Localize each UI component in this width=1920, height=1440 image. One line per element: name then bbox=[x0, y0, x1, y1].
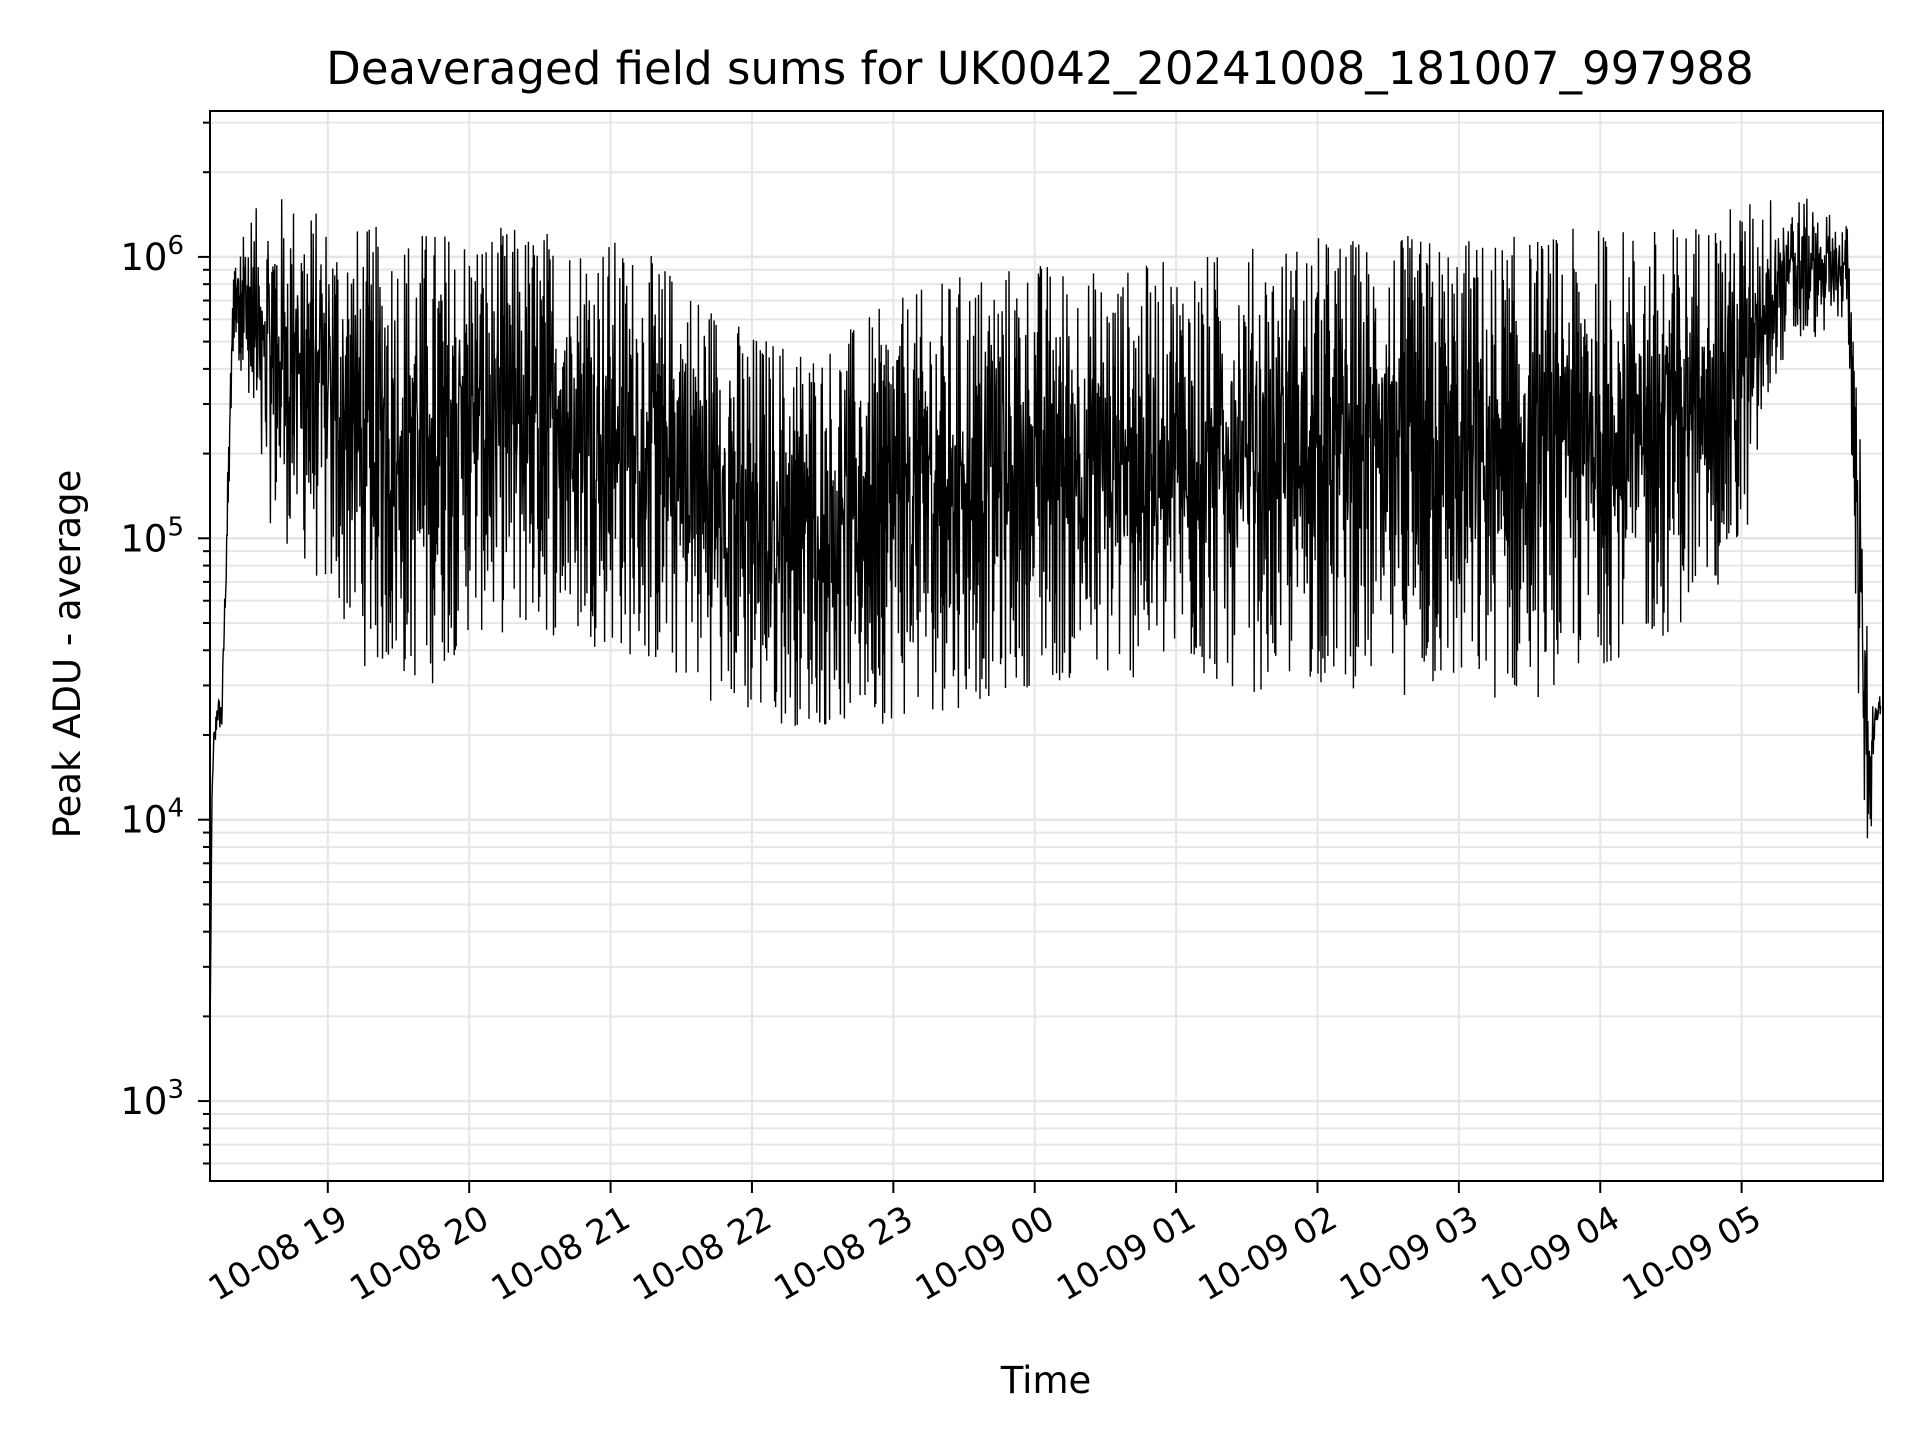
y-tick-base: 10 bbox=[120, 799, 167, 842]
y-tick-base: 10 bbox=[120, 236, 167, 279]
y-tick-label: 106 bbox=[120, 231, 184, 279]
y-tick-label: 103 bbox=[120, 1075, 184, 1123]
y-tick-label: 104 bbox=[120, 794, 184, 842]
x-tick-label: 10-09 03 bbox=[1333, 1198, 1485, 1309]
y-tick-label: 105 bbox=[120, 512, 184, 560]
x-tick-label: 10-08 23 bbox=[767, 1198, 919, 1309]
y-tick-exponent: 6 bbox=[167, 231, 184, 261]
x-tick-label: 10-08 22 bbox=[626, 1198, 778, 1309]
x-axis-label: Time bbox=[1000, 1359, 1092, 1402]
y-tick-exponent: 4 bbox=[167, 794, 184, 824]
x-tick-label: 10-08 19 bbox=[202, 1198, 354, 1309]
y-tick-exponent: 3 bbox=[167, 1075, 184, 1105]
plot-frame bbox=[209, 110, 1884, 1182]
series-line bbox=[209, 198, 1882, 1031]
x-tick-label: 10-09 02 bbox=[1192, 1198, 1344, 1309]
x-tick-label: 10-09 00 bbox=[909, 1198, 1061, 1309]
chart-title: Deaveraged field sums for UK0042_2024100… bbox=[326, 42, 1754, 95]
x-tick-label: 10-08 21 bbox=[485, 1198, 637, 1309]
x-tick-label: 10-09 05 bbox=[1616, 1198, 1768, 1309]
x-tick-label: 10-09 04 bbox=[1474, 1198, 1626, 1309]
y-axis-label: Peak ADU - average bbox=[46, 470, 89, 839]
y-tick-base: 10 bbox=[120, 517, 167, 560]
x-tick-label: 10-08 20 bbox=[343, 1198, 495, 1309]
series-trace bbox=[209, 198, 1882, 1031]
y-tick-exponent: 5 bbox=[167, 512, 184, 542]
y-tick-base: 10 bbox=[120, 1080, 167, 1123]
x-tick-label: 10-09 01 bbox=[1050, 1198, 1202, 1309]
